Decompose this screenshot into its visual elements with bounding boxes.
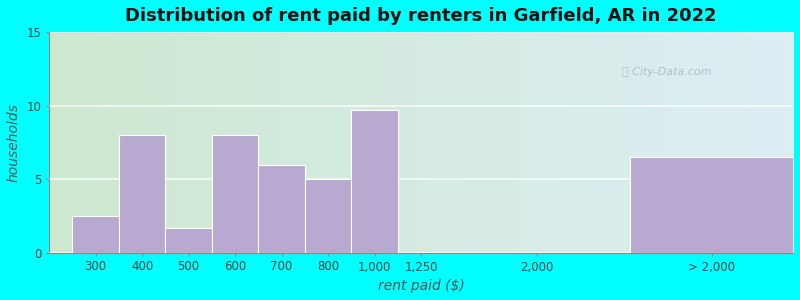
Y-axis label: households: households <box>7 103 21 182</box>
Bar <box>72 216 118 253</box>
Bar <box>258 164 305 253</box>
Title: Distribution of rent paid by renters in Garfield, AR in 2022: Distribution of rent paid by renters in … <box>126 7 717 25</box>
Bar <box>118 135 166 253</box>
X-axis label: rent paid ($): rent paid ($) <box>378 279 465 293</box>
Bar <box>305 179 351 253</box>
Bar <box>212 135 258 253</box>
Bar <box>166 228 212 253</box>
Bar <box>351 110 398 253</box>
Text: Ⓜ City-Data.com: Ⓜ City-Data.com <box>622 67 711 77</box>
Bar <box>630 157 793 253</box>
